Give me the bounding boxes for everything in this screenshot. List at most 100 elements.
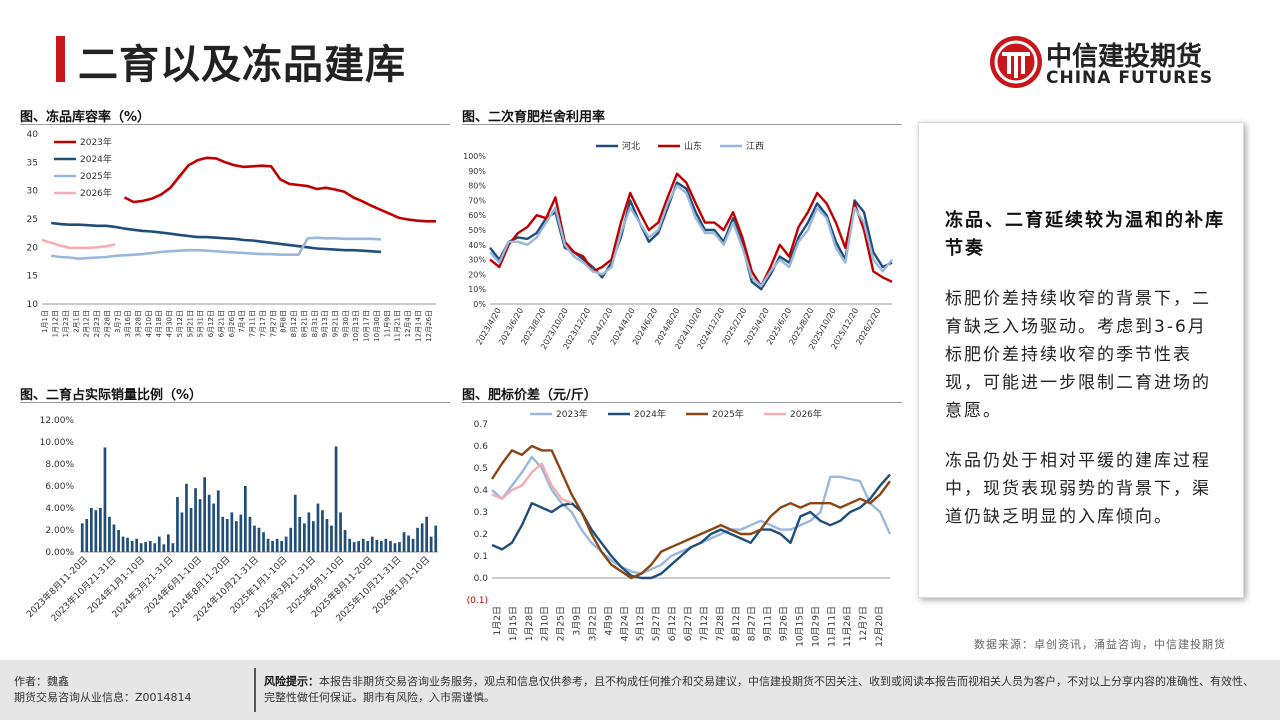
panel-divider: [462, 402, 902, 403]
bar: [207, 494, 211, 552]
bar: [167, 534, 170, 552]
y-tick-label: 2.00%: [45, 526, 74, 536]
bar: [316, 503, 320, 552]
bar: [361, 538, 365, 552]
bar: [80, 523, 84, 552]
y-tick-label: 40: [27, 130, 39, 140]
series-line-4: [491, 462, 573, 505]
y-tick-label: 20%: [468, 270, 486, 279]
x-tick-label: 3月22日: [587, 606, 598, 641]
author-name: 作者：魏鑫: [14, 675, 69, 688]
bar: [339, 512, 342, 552]
bar: [103, 447, 107, 552]
x-tick-label: 2月25日: [556, 606, 567, 641]
x-tick-label: 8月27日: [747, 606, 758, 641]
bar: [366, 541, 370, 552]
x-tick-label: 10月30日: [373, 310, 381, 342]
x-tick-label: 12月14日: [414, 310, 422, 342]
y-tick-label: 50%: [468, 226, 486, 235]
x-tick-label: 9月11日: [763, 606, 774, 641]
bar: [411, 538, 415, 552]
series-line-3: [489, 184, 893, 288]
legend-label: 2026年: [80, 187, 112, 199]
series-line-1: [123, 156, 436, 223]
logo-chinese: 中信建投期货: [1046, 42, 1203, 72]
bar: [212, 503, 215, 552]
x-tick-label: 5月27日: [651, 606, 662, 641]
bar: [357, 541, 360, 552]
series-line-4: [41, 238, 116, 250]
x-tick-label: 7月11日: [249, 310, 257, 337]
footer: 作者：魏鑫 期货交易咨询从业信息：Z0014814 风险提示：本报告非期货交易咨…: [0, 660, 1280, 720]
bar: [384, 538, 388, 552]
y-tick-label: 4.00%: [45, 504, 74, 514]
y-tick-label: 0.1: [474, 552, 488, 562]
legend-label: 山东: [684, 140, 702, 152]
x-tick-label: 5月12日: [176, 310, 184, 337]
bar: [289, 527, 293, 552]
bar: [126, 537, 129, 552]
y-tick-label: 40%: [468, 241, 486, 250]
bar: [420, 523, 424, 552]
x-tick-label: 2月1日: [72, 310, 80, 333]
bar: [389, 541, 392, 552]
author-info: 作者：魏鑫 期货交易咨询从业信息：Z0014814: [14, 674, 192, 706]
bar: [117, 530, 120, 552]
bar: [334, 446, 338, 552]
bar: [429, 536, 433, 552]
x-tick-label: 6月12日: [207, 310, 215, 337]
chart-title-frozen: 图、冻品库容率（%）: [20, 110, 151, 125]
bar: [194, 488, 197, 552]
y-tick-label: 100%: [463, 152, 486, 161]
y-tick-label: 6.00%: [45, 482, 74, 492]
chart-title-ratio: 图、二育占实际销量比例（%）: [20, 388, 203, 403]
y-tick-label: 10.00%: [40, 438, 75, 448]
citic-logo-icon: [990, 36, 1042, 88]
x-tick-label: 1月12日: [52, 310, 60, 337]
bar: [225, 519, 229, 552]
bar: [370, 536, 374, 552]
x-tick-label: 12月4日: [404, 310, 412, 337]
author-license: 期货交易咨询从业信息：Z0014814: [14, 691, 192, 704]
x-tick-label: 2月12日: [83, 310, 91, 337]
bar: [135, 538, 138, 552]
x-tick-label: 2月23日: [93, 310, 101, 337]
bar: [108, 516, 111, 552]
x-tick-label: 9月13日: [321, 310, 329, 337]
series-line-2: [489, 172, 893, 288]
bar: [248, 516, 252, 552]
bar: [352, 542, 356, 552]
bar: [407, 535, 410, 552]
legend-label: 2026年: [790, 408, 822, 420]
legend-label: 2023年: [80, 136, 112, 148]
y-tick-label: 35: [27, 158, 38, 168]
bar: [253, 525, 256, 552]
x-tick-label: 5月21日: [186, 310, 194, 337]
x-tick-label: 8月12日: [731, 606, 742, 641]
y-tick-label: 10%: [468, 285, 486, 294]
x-tick-label: 4月9日: [603, 606, 614, 635]
bar: [85, 519, 89, 552]
x-tick-label: 8月31日: [311, 310, 319, 337]
y-tick-label: 10: [27, 300, 39, 310]
x-tick-label: 11月11日: [826, 606, 837, 647]
series-line-3: [490, 444, 891, 580]
bar: [307, 512, 311, 552]
x-tick-label: 5月31日: [197, 310, 205, 337]
x-tick-label: 3月16日: [124, 310, 132, 337]
bar: [321, 510, 324, 552]
x-tick-label: 6月27日: [683, 606, 694, 641]
bar: [402, 532, 406, 552]
x-tick-label: 12月7日: [858, 606, 869, 641]
y-tick-label: 0.4: [474, 486, 489, 496]
chart-title-spread: 图、肥标价差（元/斤）: [462, 388, 597, 403]
bar: [198, 499, 202, 552]
x-tick-label: 2月28日: [103, 310, 111, 337]
logo-english: CHINA FUTURES: [1046, 68, 1214, 88]
y-tick-label: 30%: [468, 256, 486, 265]
bar: [153, 543, 157, 552]
bar: [176, 497, 179, 552]
page-title: 二育以及冻品建库: [78, 42, 406, 88]
y-tick-label: 0.2: [474, 530, 488, 540]
panel-divider: [20, 124, 450, 125]
